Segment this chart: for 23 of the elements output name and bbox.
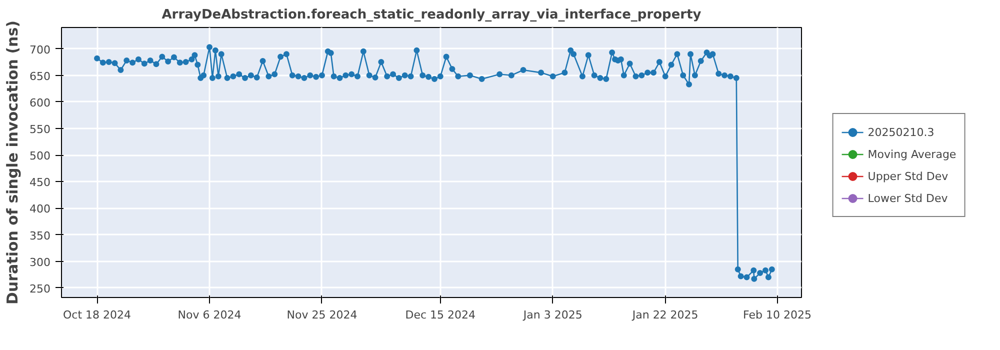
y-tick-label: 300 bbox=[30, 256, 51, 269]
y-tick-label: 500 bbox=[30, 150, 51, 163]
x-tick-label: Nov 25 2024 bbox=[286, 308, 358, 322]
y-tick-label: 650 bbox=[30, 70, 51, 83]
legend-label: 20250210.3 bbox=[868, 126, 934, 138]
y-tick-label: 350 bbox=[30, 229, 51, 242]
legend-label: Upper Std Dev bbox=[868, 170, 948, 182]
y-tick-label: 550 bbox=[30, 122, 51, 136]
x-tick-label: Jan 22 2025 bbox=[631, 308, 698, 322]
x-tick-label: Feb 10 2025 bbox=[743, 308, 812, 322]
legend-label: Moving Average bbox=[868, 148, 956, 160]
chart-title: ArrayDeAbstraction.foreach_static_readonly_array_via_interface_property bbox=[162, 8, 702, 22]
y-tick-label: 400 bbox=[30, 202, 51, 216]
y-tick-label: 700 bbox=[30, 43, 51, 56]
x-tick-label: Dec 15 2024 bbox=[405, 308, 476, 322]
legend-label: Lower Std Dev bbox=[868, 192, 948, 204]
y-axis-title: Duration of single invocation (ns) bbox=[4, 20, 22, 304]
y-tick-label: 600 bbox=[30, 96, 51, 110]
x-tick-label: Jan 3 2025 bbox=[522, 308, 582, 322]
x-tick-label: Nov 6 2024 bbox=[178, 308, 242, 322]
y-tick-label: 450 bbox=[30, 176, 51, 190]
y-tick-label: 250 bbox=[30, 282, 51, 296]
x-tick-label: Oct 18 2024 bbox=[63, 308, 132, 322]
